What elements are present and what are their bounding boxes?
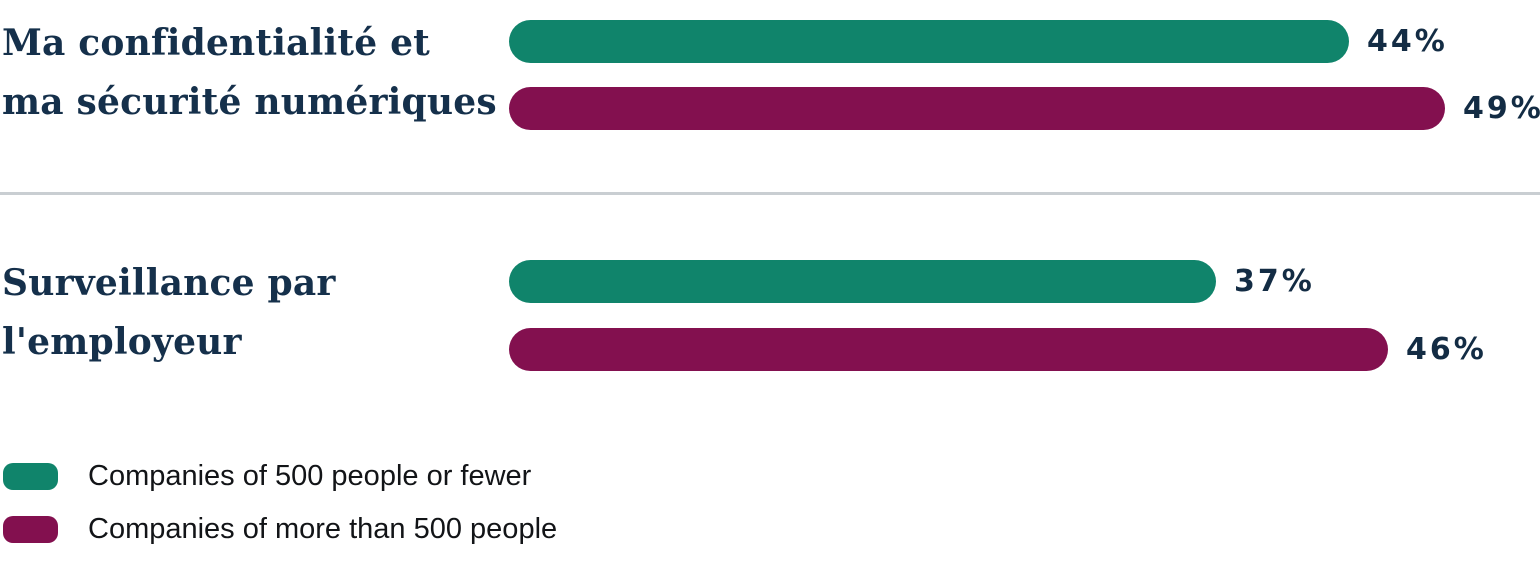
legend-swatch-magenta <box>3 515 58 543</box>
legend-swatch-teal <box>3 462 58 490</box>
legend-item-small-companies: Companies of 500 people or fewer <box>3 459 557 492</box>
bar-row-privacy-small-companies: 44% <box>509 20 1448 63</box>
legend-label: Companies of 500 people or fewer <box>88 459 532 492</box>
bar-small-companies <box>509 260 1216 303</box>
legend: Companies of 500 people or fewer Compani… <box>3 459 558 568</box>
category-label-surveillance: Surveillance par l'employeur <box>2 254 336 372</box>
legend-label: Companies of more than 500 people <box>88 512 558 545</box>
value-label: 37% <box>1234 264 1315 299</box>
divider-line <box>0 192 1540 195</box>
bar-row-privacy-large-companies: 49% <box>509 87 1540 130</box>
category-label-privacy: Ma confidentialité et ma sécurité numéri… <box>2 14 497 132</box>
category-label-line: l'employeur <box>2 321 242 363</box>
bar-small-companies <box>509 20 1349 63</box>
value-label: 44% <box>1367 24 1448 59</box>
bar-large-companies <box>509 328 1388 371</box>
category-label-line: ma sécurité numériques <box>2 81 497 123</box>
bar-large-companies <box>509 87 1445 130</box>
category-label-line: Surveillance par <box>2 262 336 304</box>
bar-row-surveillance-large-companies: 46% <box>509 328 1487 371</box>
bar-row-surveillance-small-companies: 37% <box>509 260 1315 303</box>
value-label: 49% <box>1463 91 1540 126</box>
value-label: 46% <box>1406 332 1487 367</box>
legend-item-large-companies: Companies of more than 500 people <box>3 512 558 545</box>
category-label-line: Ma confidentialité et <box>2 22 431 64</box>
